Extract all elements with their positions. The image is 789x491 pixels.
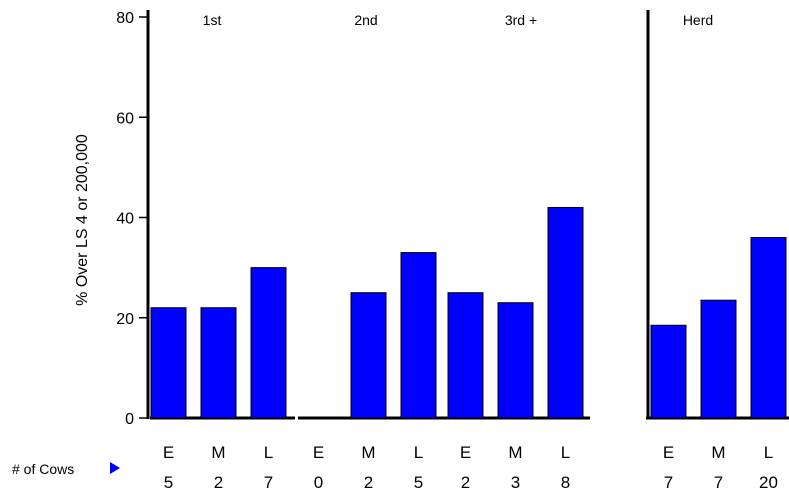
count-label: 8 [561,473,570,491]
group-label: Herd [683,12,713,28]
category-label: L [264,443,273,462]
count-label: 20 [759,473,778,491]
group-label: 3rd + [505,12,537,28]
bar [700,299,737,419]
count-label: 2 [214,473,223,491]
category-label: E [460,443,471,462]
count-label: 7 [264,473,273,491]
bar [200,307,237,419]
count-label: 7 [664,473,673,491]
count-label: 2 [461,473,470,491]
count-label: 5 [414,473,423,491]
category-label: E [163,443,174,462]
category-label: M [211,443,225,462]
count-label: 0 [314,473,323,491]
y-tick-label: 40 [116,211,134,228]
group-label: 2nd [354,12,377,28]
arrow-right-icon [110,462,120,474]
y-tick-label: 0 [125,411,134,428]
bar [750,237,787,419]
category-label: L [414,443,423,462]
category-label: M [361,443,375,462]
count-label: 3 [511,473,520,491]
y-tick-label: 80 [116,10,134,27]
count-label: 2 [364,473,373,491]
y-axis-label: % Over LS 4 or 200,000 [74,134,91,306]
labels-layer: 1st E 5 M 2 L 7 2nd E 0 M 2 L 5 3rd + E 2 M 3 L 8 Herd E 7 M 7 L 20 [163,12,778,491]
count-label: 5 [164,473,173,491]
category-label: E [663,443,674,462]
category-label: E [313,443,324,462]
category-label: M [711,443,725,462]
bar [497,302,534,419]
category-label: L [561,443,570,462]
counts-label: # of Cows [12,461,74,477]
bar [650,324,687,419]
bar [447,292,484,419]
bar [250,267,287,419]
bar [150,307,187,419]
bar [350,292,387,419]
bars-layer [150,206,787,419]
bar [547,206,584,419]
y-tick-label: 60 [116,110,134,127]
count-label: 7 [714,473,723,491]
group-label: 1st [203,12,222,28]
category-label: M [508,443,522,462]
y-tick-label: 20 [116,311,134,328]
counts-row-label: # of Cows [12,461,120,477]
category-label: L [764,443,773,462]
bar [400,252,437,419]
